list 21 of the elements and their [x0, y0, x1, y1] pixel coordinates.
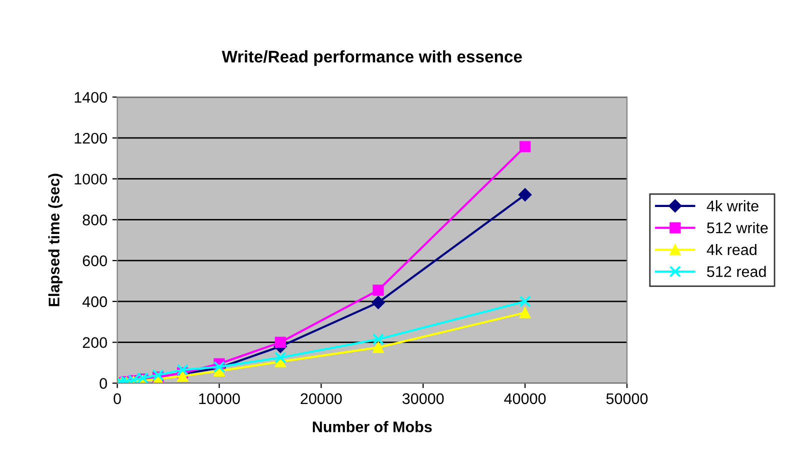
y-tick-label: 600 [82, 255, 107, 266]
x-tick-label: 20000 [300, 393, 342, 404]
legend-label: 4k read [706, 244, 756, 256]
x-tick-label: 40000 [504, 393, 546, 404]
y-tick-label: 800 [82, 214, 107, 226]
x-tick-label: 30000 [402, 393, 444, 404]
y-tick-label: 1000 [74, 174, 107, 185]
y-tick-label: 1400 [74, 92, 107, 103]
y-tick-label: 400 [82, 296, 107, 308]
legend-label: 512 read [707, 266, 766, 278]
legend-label: 512 write [707, 222, 768, 234]
x-tick-label: 10000 [199, 393, 240, 404]
chart-title: Write/Read performance with essence [222, 50, 522, 66]
x-tick-label: 50000 [606, 393, 648, 404]
y-axis-title: Elapsed time (sec) [48, 174, 62, 306]
x-axis-title: Number of Mobs [312, 421, 432, 432]
y-tick-label: 200 [82, 337, 107, 348]
y-tick-label: 1200 [74, 132, 107, 144]
x-tick-label: 0 [114, 393, 121, 404]
y-tick-label: 0 [100, 378, 107, 389]
legend-label: 4k write [706, 200, 758, 212]
